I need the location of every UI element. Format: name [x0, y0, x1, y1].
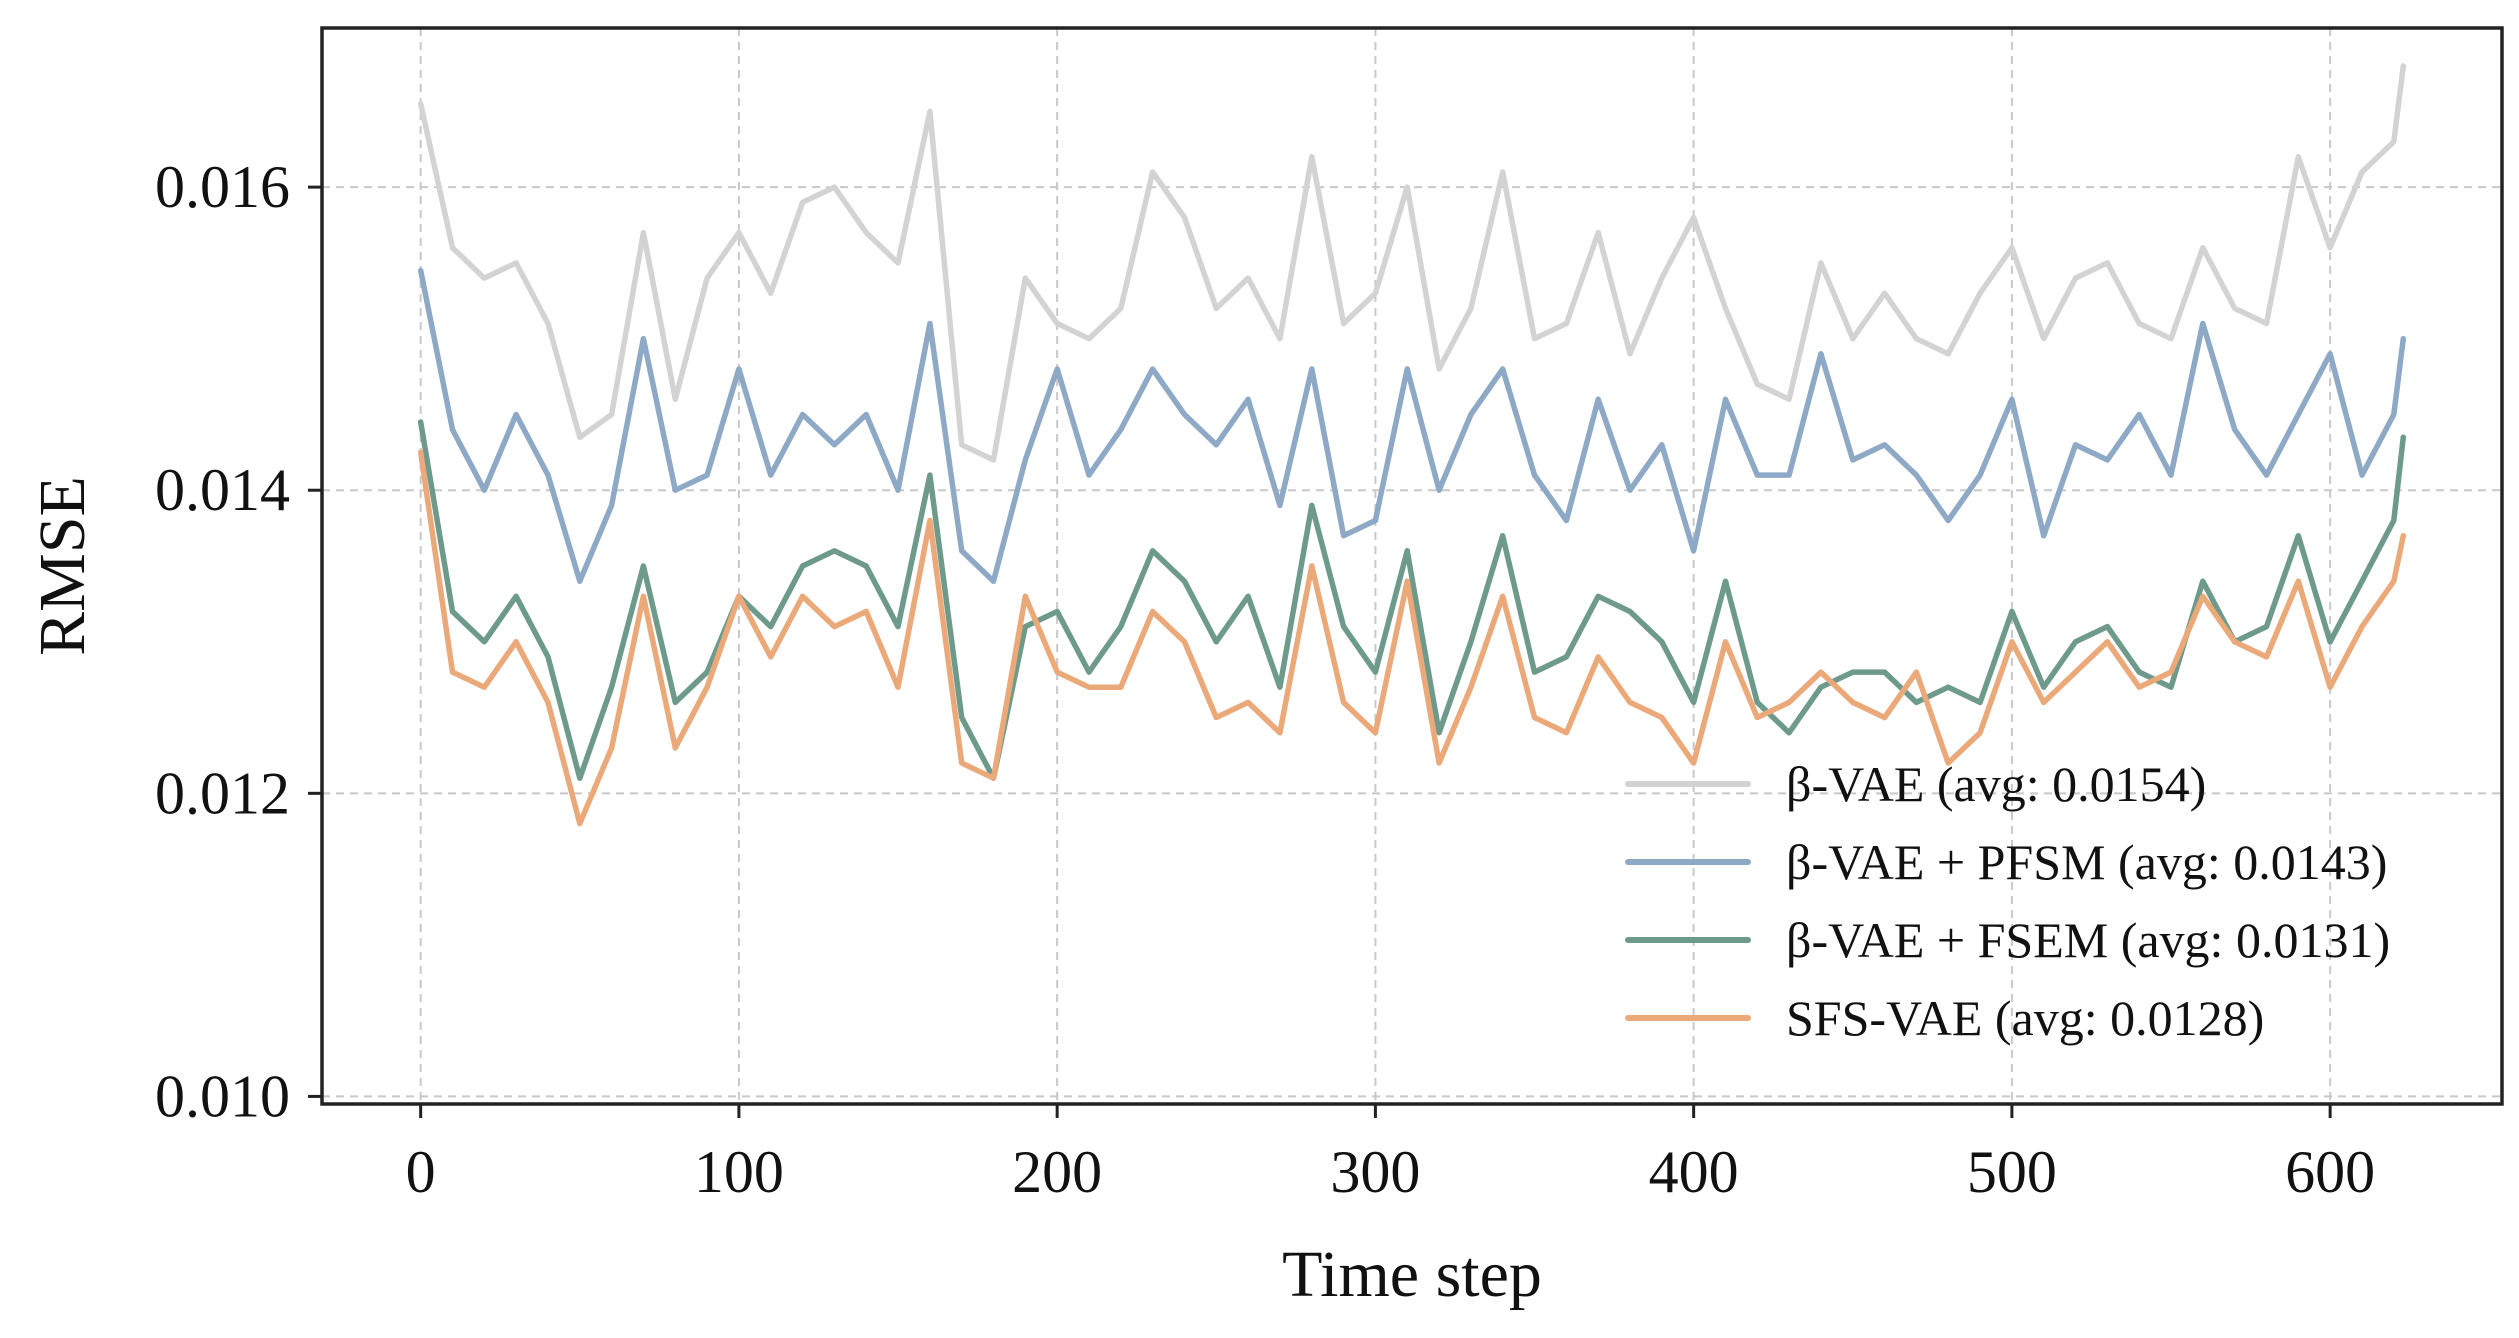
grid-lines	[322, 28, 2502, 1104]
series-line-2	[417, 419, 2407, 781]
legend-label: SFS-VAE (avg: 0.0128)	[1786, 990, 2264, 1046]
plot-frame	[320, 26, 2504, 1106]
y-tick-label: 0.016	[155, 154, 290, 220]
x-axis-ticks: 0 100 200 300 400 500 600	[406, 1104, 2375, 1205]
y-tick-label: 0.012	[155, 760, 290, 826]
x-tick-label: 500	[1967, 1139, 2057, 1205]
x-tick-label: 300	[1330, 1139, 1420, 1205]
x-tick-label: 0	[406, 1139, 436, 1205]
x-tick-label: 400	[1649, 1139, 1739, 1205]
legend: β-VAE (avg: 0.0154) β-VAE + PFSM (avg: 0.…	[1625, 756, 2390, 1046]
x-axis-label: Time step	[1282, 1238, 1542, 1311]
legend-label: β-VAE + PFSM (avg: 0.0143)	[1786, 834, 2387, 890]
series-line-3	[417, 449, 2407, 827]
x-tick-label: 100	[694, 1139, 784, 1205]
legend-label: β-VAE + FSEM (avg: 0.0131)	[1786, 912, 2390, 968]
series-line-0	[417, 63, 2407, 463]
y-tick-label: 0.014	[155, 457, 290, 523]
legend-label: β-VAE (avg: 0.0154)	[1786, 756, 2206, 812]
y-axis-label: RMSE	[26, 476, 99, 656]
series-line-1	[417, 267, 2407, 584]
y-tick-label: 0.010	[155, 1063, 290, 1129]
x-tick-label: 200	[1012, 1139, 1102, 1205]
series-lines	[417, 63, 2407, 827]
y-axis-ticks: 0.010 0.012 0.014 0.016	[155, 154, 322, 1129]
x-tick-label: 600	[2285, 1139, 2375, 1205]
